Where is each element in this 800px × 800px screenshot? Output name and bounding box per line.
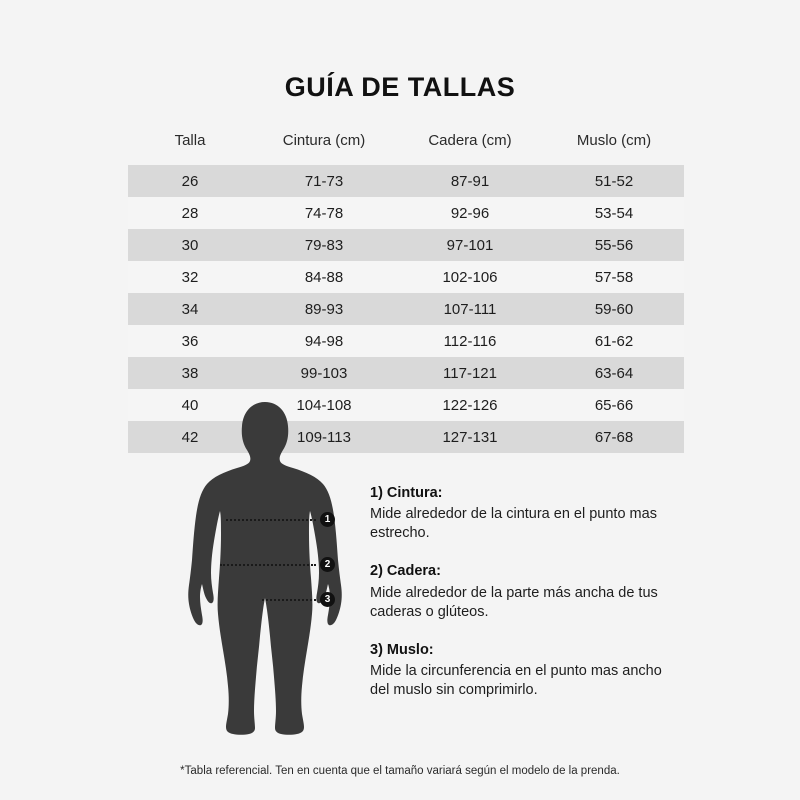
column-header-cintura: Cintura (cm)	[282, 132, 366, 149]
footnote-disclaimer: *Tabla referencial. Ten en cuenta que el…	[180, 765, 620, 777]
cell-talla: 26	[128, 165, 252, 197]
cell-cintura: 71-73	[252, 165, 396, 197]
table-row: 36 94-98 112-116 61-62	[128, 325, 684, 357]
cell-cadera: 107-111	[396, 293, 544, 325]
cell-talla: 42	[128, 421, 252, 453]
cell-muslo: 59-60	[544, 293, 684, 325]
callout-line-cadera	[220, 564, 316, 566]
table-row: 30 79-83 97-101 55-56	[128, 229, 684, 261]
callout-line-cintura	[226, 519, 316, 521]
measurement-descriptions: 1) Cintura: Mide alrededor de la cintura…	[370, 484, 680, 700]
cell-muslo: 57-58	[544, 261, 684, 293]
cell-talla: 34	[128, 293, 252, 325]
table-row: 38 99-103 117-121 63-64	[128, 357, 684, 389]
cell-cintura: 94-98	[252, 325, 396, 357]
table-row: 34 89-93 107-111 59-60	[128, 293, 684, 325]
table-row: 28 74-78 92-96 53-54	[128, 197, 684, 229]
description-title: 1) Cintura:	[370, 485, 443, 501]
size-chart-table: Talla Cintura (cm) Cadera (cm) Muslo (cm…	[128, 132, 684, 453]
cell-talla: 36	[128, 325, 252, 357]
cell-muslo: 53-54	[544, 197, 684, 229]
cell-talla: 38	[128, 357, 252, 389]
cell-cadera: 87-91	[396, 165, 544, 197]
cell-muslo: 67-68	[544, 421, 684, 453]
cell-muslo: 65-66	[544, 389, 684, 421]
table-header-row: Talla Cintura (cm) Cadera (cm) Muslo (cm…	[128, 132, 684, 165]
cell-talla: 40	[128, 389, 252, 421]
description-cintura: 1) Cintura: Mide alrededor de la cintura…	[370, 484, 680, 543]
description-body: Mide alrededor de la cintura en el punto…	[370, 506, 657, 542]
callout-badge-2: 2	[320, 557, 335, 572]
cell-cadera: 97-101	[396, 229, 544, 261]
cell-cadera: 112-116	[396, 325, 544, 357]
table-header: Talla Cintura (cm) Cadera (cm) Muslo (cm…	[128, 132, 684, 165]
table-row: 32 84-88 102-106 57-58	[128, 261, 684, 293]
cell-talla: 30	[128, 229, 252, 261]
male-body-silhouette-icon	[188, 402, 342, 735]
cell-cintura: 99-103	[252, 357, 396, 389]
cell-cintura: 74-78	[252, 197, 396, 229]
callout-badge-3: 3	[320, 592, 335, 607]
cell-cadera: 92-96	[396, 197, 544, 229]
table-row: 26 71-73 87-91 51-52	[128, 165, 684, 197]
cell-muslo: 51-52	[544, 165, 684, 197]
callout-badge-1: 1	[320, 512, 335, 527]
cell-muslo: 61-62	[544, 325, 684, 357]
table-body: 26 71-73 87-91 51-52 28 74-78 92-96 53-5…	[128, 165, 684, 453]
cell-cintura: 89-93	[252, 293, 396, 325]
cell-talla: 28	[128, 197, 252, 229]
page-title: GUÍA DE TALLAS	[284, 72, 516, 102]
description-cadera: 2) Cadera: Mide alrededor de la parte má…	[370, 562, 680, 621]
cell-cintura: 79-83	[252, 229, 396, 261]
description-body: Mide la circunferencia en el punto mas a…	[370, 662, 662, 698]
column-header-cadera: Cadera (cm)	[428, 132, 512, 149]
cell-cadera: 102-106	[396, 261, 544, 293]
body-figure	[180, 398, 350, 748]
cell-cadera: 117-121	[396, 357, 544, 389]
description-body: Mide alrededor de la parte más ancha de …	[370, 584, 658, 620]
cell-muslo: 55-56	[544, 229, 684, 261]
cell-cadera: 122-126	[396, 389, 544, 421]
description-title: 3) Muslo:	[370, 641, 434, 658]
cell-talla: 32	[128, 261, 252, 293]
description-title: 2) Cadera:	[370, 563, 441, 580]
column-header-muslo: Muslo (cm)	[576, 132, 652, 149]
column-header-talla: Talla	[174, 132, 206, 149]
table-row: 40 104-108 122-126 65-66	[128, 389, 684, 421]
description-muslo: 3) Muslo: Mide la circunferencia en el p…	[370, 641, 680, 700]
cell-cadera: 127-131	[396, 421, 544, 453]
cell-cintura: 84-88	[252, 261, 396, 293]
callout-line-muslo	[262, 599, 316, 601]
cell-muslo: 63-64	[544, 357, 684, 389]
